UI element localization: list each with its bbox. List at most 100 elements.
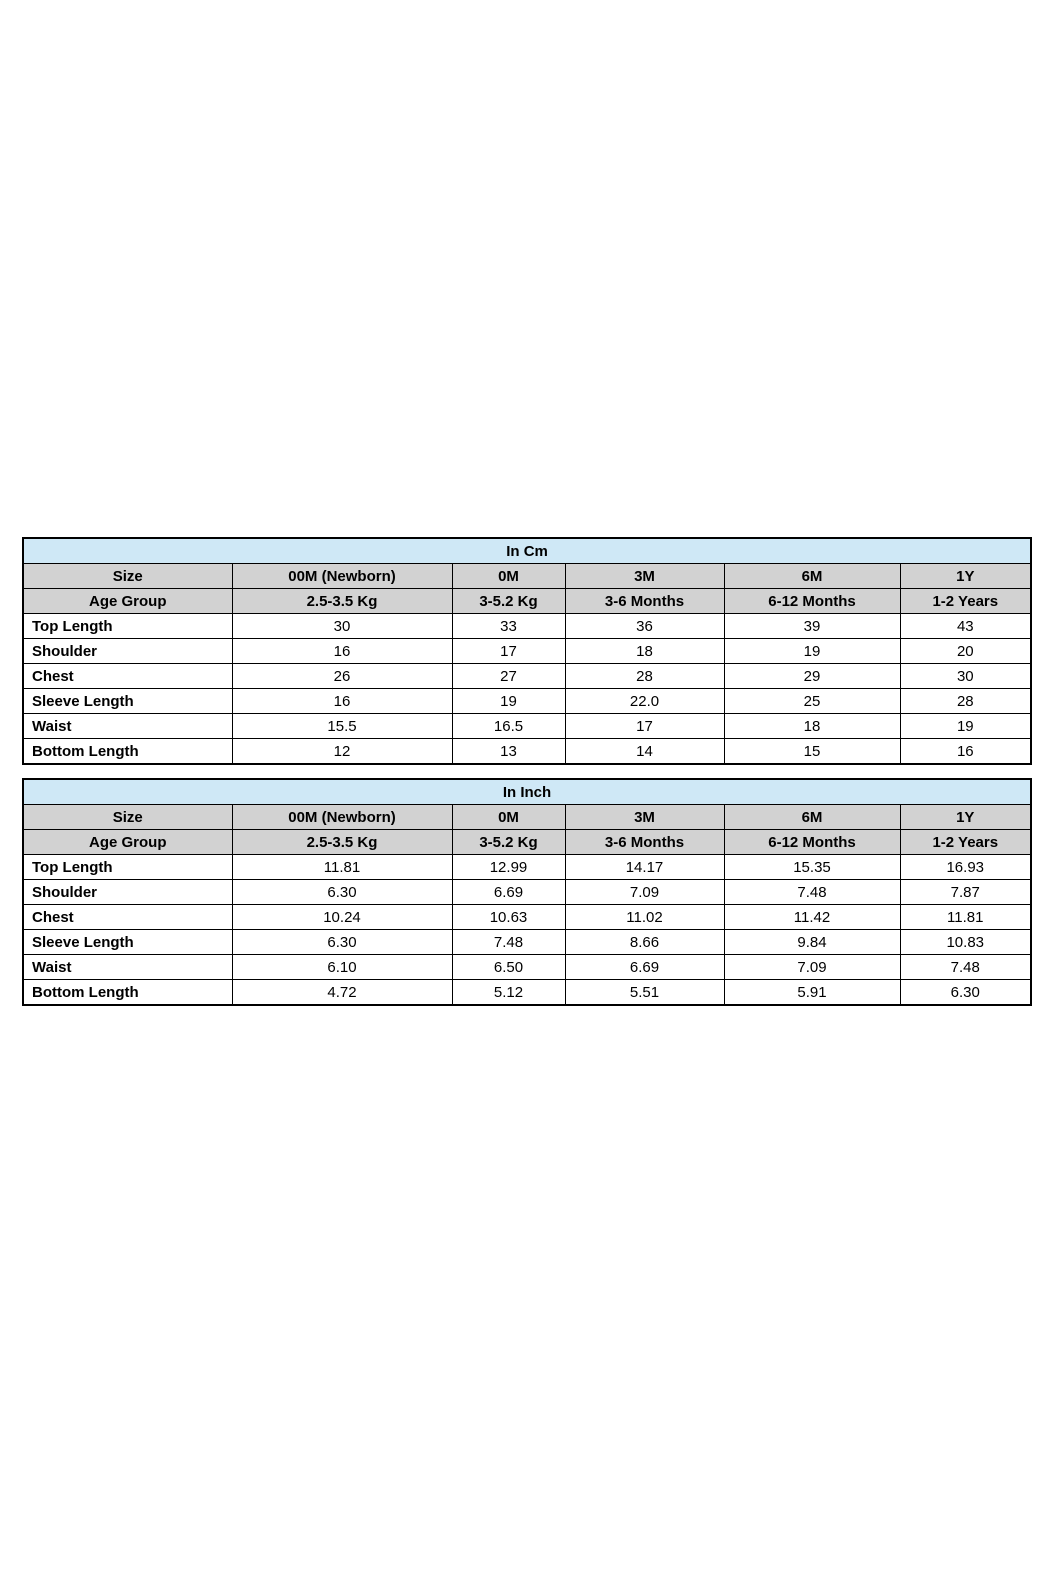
row-label: Waist	[22, 713, 233, 739]
cell-value: 16	[231, 688, 453, 714]
header-cell: 3-6 Months	[564, 829, 725, 855]
cell-value: 5.12	[451, 979, 566, 1006]
cell-value: 7.09	[564, 879, 725, 905]
header-cell: 1-2 Years	[899, 588, 1032, 614]
header-cell: 00M (Newborn)	[231, 563, 453, 589]
cell-value: 16	[899, 738, 1032, 765]
cell-value: 27	[451, 663, 566, 689]
cell-value: 17	[564, 713, 725, 739]
row-label: Waist	[22, 954, 233, 980]
cell-value: 18	[564, 638, 725, 664]
header-cell: 6M	[723, 804, 901, 830]
cell-value: 28	[899, 688, 1032, 714]
cell-value: 10.63	[451, 904, 566, 930]
header-cell: 00M (Newborn)	[231, 804, 453, 830]
cell-value: 7.09	[723, 954, 901, 980]
header-cell: 3M	[564, 563, 725, 589]
cell-value: 6.69	[564, 954, 725, 980]
header-cell: 6M	[723, 563, 901, 589]
header-row-label: Age Group	[22, 829, 233, 855]
cell-value: 36	[564, 613, 725, 639]
header-cell: 0M	[451, 804, 566, 830]
cell-value: 25	[723, 688, 901, 714]
cell-value: 43	[899, 613, 1032, 639]
table-title: In Inch	[22, 778, 1032, 805]
cell-value: 12.99	[451, 854, 566, 880]
cell-value: 19	[723, 638, 901, 664]
cell-value: 5.91	[723, 979, 901, 1006]
cell-value: 16.93	[899, 854, 1032, 880]
header-row-label: Size	[22, 804, 233, 830]
row-label: Top Length	[22, 613, 233, 639]
cell-value: 13	[451, 738, 566, 765]
cell-value: 19	[899, 713, 1032, 739]
row-label: Chest	[22, 663, 233, 689]
cell-value: 6.30	[231, 879, 453, 905]
cell-value: 19	[451, 688, 566, 714]
header-cell: 6-12 Months	[723, 829, 901, 855]
cell-value: 22.0	[564, 688, 725, 714]
cell-value: 9.84	[723, 929, 901, 955]
cell-value: 14.17	[564, 854, 725, 880]
cell-value: 15	[723, 738, 901, 765]
header-cell: 1Y	[899, 804, 1032, 830]
row-label: Sleeve Length	[22, 929, 233, 955]
cell-value: 11.42	[723, 904, 901, 930]
cell-value: 15.35	[723, 854, 901, 880]
cell-value: 5.51	[564, 979, 725, 1006]
header-cell: 3-5.2 Kg	[451, 588, 566, 614]
cell-value: 30	[231, 613, 453, 639]
header-cell: 0M	[451, 563, 566, 589]
cell-value: 20	[899, 638, 1032, 664]
cell-value: 14	[564, 738, 725, 765]
cell-value: 7.87	[899, 879, 1032, 905]
cell-value: 7.48	[451, 929, 566, 955]
header-cell: 3M	[564, 804, 725, 830]
cell-value: 6.30	[231, 929, 453, 955]
row-label: Bottom Length	[22, 979, 233, 1006]
table-title: In Cm	[22, 537, 1032, 564]
cell-value: 29	[723, 663, 901, 689]
cell-value: 8.66	[564, 929, 725, 955]
row-label: Chest	[22, 904, 233, 930]
header-cell: 3-6 Months	[564, 588, 725, 614]
header-cell: 2.5-3.5 Kg	[231, 829, 453, 855]
cell-value: 26	[231, 663, 453, 689]
cell-value: 16.5	[451, 713, 566, 739]
row-label: Top Length	[22, 854, 233, 880]
header-cell: 2.5-3.5 Kg	[231, 588, 453, 614]
cell-value: 7.48	[899, 954, 1032, 980]
row-label: Shoulder	[22, 879, 233, 905]
cell-value: 15.5	[231, 713, 453, 739]
cell-value: 10.24	[231, 904, 453, 930]
row-label: Sleeve Length	[22, 688, 233, 714]
cell-value: 12	[231, 738, 453, 765]
cell-value: 28	[564, 663, 725, 689]
cell-value: 11.81	[231, 854, 453, 880]
cell-value: 17	[451, 638, 566, 664]
cell-value: 30	[899, 663, 1032, 689]
cell-value: 6.30	[899, 979, 1032, 1006]
cell-value: 39	[723, 613, 901, 639]
row-label: Shoulder	[22, 638, 233, 664]
size-chart-table-inch: In Inch Size 00M (Newborn) 0M 3M 6M 1Y Age Grou…	[22, 778, 1032, 1006]
row-label: Bottom Length	[22, 738, 233, 765]
cell-value: 33	[451, 613, 566, 639]
cell-value: 6.50	[451, 954, 566, 980]
cell-value: 10.83	[899, 929, 1032, 955]
header-row-label: Age Group	[22, 588, 233, 614]
header-cell: 1-2 Years	[899, 829, 1032, 855]
header-cell: 3-5.2 Kg	[451, 829, 566, 855]
cell-value: 18	[723, 713, 901, 739]
cell-value: 7.48	[723, 879, 901, 905]
cell-value: 6.10	[231, 954, 453, 980]
cell-value: 11.02	[564, 904, 725, 930]
cell-value: 4.72	[231, 979, 453, 1006]
header-cell: 1Y	[899, 563, 1032, 589]
header-row-label: Size	[22, 563, 233, 589]
cell-value: 6.69	[451, 879, 566, 905]
cell-value: 11.81	[899, 904, 1032, 930]
cell-value: 16	[231, 638, 453, 664]
size-chart-table-cm: In Cm Size 00M (Newborn) 0M 3M 6M 1Y Age Group 2…	[22, 537, 1033, 765]
